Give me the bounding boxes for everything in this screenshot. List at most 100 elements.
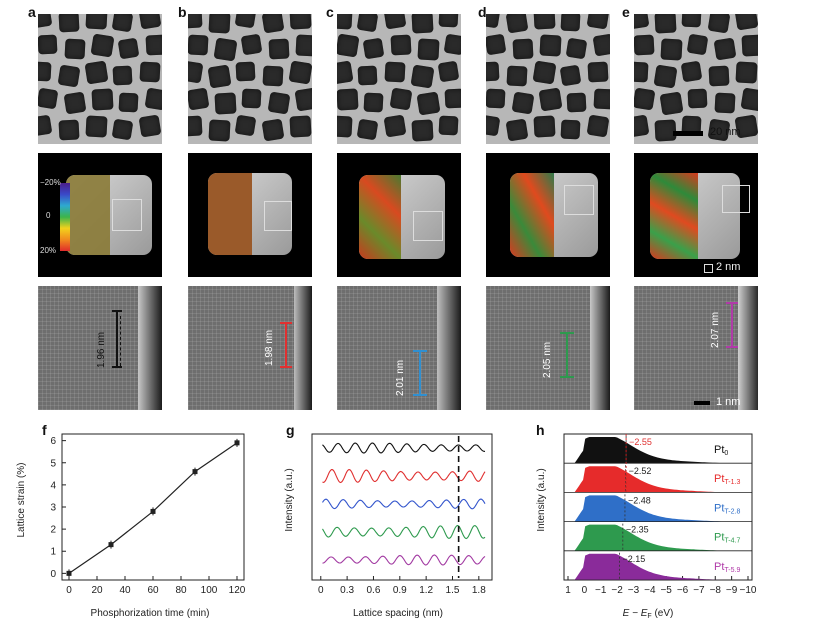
scale-label-tem: 20 nm bbox=[710, 126, 741, 138]
h-x-tick-label: −10 bbox=[740, 585, 757, 596]
chart-h: Intensity (a.u.) E − EF (eV) 1 0 −1 −2 −3 −4−… bbox=[536, 433, 757, 620]
lattice-label-b: 1.98 nm bbox=[264, 329, 275, 366]
g-x-tick-label: 1.8 bbox=[472, 585, 486, 596]
hrtem-image-a: 1.96 nm bbox=[38, 286, 162, 410]
h-x-tick-label: −8 bbox=[710, 585, 722, 596]
f-data-point bbox=[108, 542, 114, 548]
f-x-tick-label: 0 bbox=[66, 585, 72, 596]
hrtem-image-e: 2.07 nm bbox=[634, 286, 758, 410]
h-x-tick-label: −7 bbox=[693, 585, 705, 596]
g-x-axis-label: Lattice spacing (nm) bbox=[353, 608, 443, 619]
g-x-tick-label: 0.9 bbox=[393, 585, 407, 596]
panel-label-g: g bbox=[286, 422, 295, 438]
h-x-tick-label: 0 bbox=[582, 585, 588, 596]
h-dos-area-4 bbox=[574, 524, 745, 551]
h-x-axis-label: E − EF (eV) bbox=[623, 608, 674, 620]
colorbar-bottom-label: 20% bbox=[40, 246, 57, 255]
h-dos-area-1 bbox=[574, 437, 745, 464]
strain-map-d bbox=[486, 153, 610, 277]
f-x-tick-label: 80 bbox=[175, 585, 187, 596]
lattice-label-d: 2.05 nm bbox=[542, 341, 553, 378]
f-y-tick-label: 2 bbox=[50, 525, 56, 536]
g-profile-line-1 bbox=[322, 442, 486, 454]
h-x-tick-label: −2 bbox=[611, 585, 623, 596]
f-x-tick-label: 20 bbox=[91, 585, 103, 596]
f-x-tick-label: 60 bbox=[147, 585, 159, 596]
h-series-label-2: PtT-1.3 bbox=[714, 473, 740, 486]
f-x-tick-label: 100 bbox=[201, 585, 218, 596]
f-data-point bbox=[150, 508, 156, 514]
g-x-tick-label: 0.3 bbox=[340, 585, 354, 596]
h-x-tick-label: −3 bbox=[628, 585, 640, 596]
h-series-label-5: PtT-5.9 bbox=[714, 561, 740, 574]
f-data-point bbox=[66, 570, 72, 576]
tem-image-d bbox=[486, 14, 610, 144]
panel-label-d: d bbox=[478, 4, 487, 20]
chart-g: Intensity (a.u.) Lattice spacing (nm) 0 0… bbox=[284, 433, 493, 619]
colorbar-top-label: −20% bbox=[40, 178, 61, 187]
h-x-tick-label: −1 bbox=[595, 585, 607, 596]
f-y-tick-label: 3 bbox=[50, 503, 56, 514]
g-profile-line-3 bbox=[322, 498, 486, 510]
tem-image-e bbox=[634, 14, 758, 144]
scale-label-map: 2 nm bbox=[716, 261, 741, 273]
strain-map-a: −20% 0 20% bbox=[38, 153, 162, 277]
f-y-tick-label: 5 bbox=[50, 458, 56, 469]
h-dband-value-5: −2.15 bbox=[623, 554, 646, 564]
colorbar-mid-label: 0 bbox=[46, 211, 51, 220]
h-x-tick-label: −9 bbox=[726, 585, 738, 596]
panel-label-e: e bbox=[622, 4, 630, 20]
h-dband-value-2: −2.52 bbox=[629, 466, 652, 476]
tem-image-a bbox=[38, 14, 162, 144]
h-dos-area-5 bbox=[574, 553, 745, 580]
panel-label-b: b bbox=[178, 4, 187, 20]
f-x-axis-label: Phosphorization time (min) bbox=[91, 608, 210, 619]
panel-label-f: f bbox=[42, 422, 47, 438]
h-dband-value-3: −2.48 bbox=[628, 495, 651, 505]
f-y-tick-label: 0 bbox=[50, 569, 56, 580]
strain-map-b bbox=[188, 153, 312, 277]
f-y-tick-label: 1 bbox=[50, 547, 56, 558]
panel-label-c: c bbox=[326, 4, 334, 20]
strain-map-c bbox=[337, 153, 461, 277]
g-x-tick-label: 1.2 bbox=[419, 585, 433, 596]
h-dband-value-4: −2.35 bbox=[626, 525, 649, 535]
g-profile-line-4 bbox=[322, 524, 486, 540]
scale-bar-tem bbox=[673, 131, 703, 136]
h-dos-area-3 bbox=[574, 495, 745, 522]
f-x-tick-label: 40 bbox=[119, 585, 131, 596]
panel-label-h: h bbox=[536, 422, 545, 438]
chart-f: Lattice strain (%) Phosphorization time … bbox=[16, 433, 246, 619]
f-y-tick-label: 4 bbox=[50, 480, 56, 491]
hrtem-image-b: 1.98 nm bbox=[188, 286, 312, 410]
g-x-tick-label: 1.5 bbox=[446, 585, 460, 596]
g-axes-frame bbox=[311, 433, 493, 581]
g-y-axis-label: Intensity (a.u.) bbox=[284, 468, 295, 531]
h-x-tick-label: −6 bbox=[677, 585, 689, 596]
lattice-label-a: 1.96 nm bbox=[96, 331, 107, 368]
h-series-label-3: PtT-2.8 bbox=[714, 502, 740, 515]
lattice-label-c: 2.01 nm bbox=[395, 359, 406, 396]
f-axes-frame bbox=[61, 433, 245, 581]
h-series-label-1: Pt0 bbox=[714, 444, 728, 457]
h-x-tick-label: 1 bbox=[565, 585, 571, 596]
hrtem-image-d: 2.05 nm bbox=[486, 286, 610, 410]
panel-label-a: a bbox=[28, 4, 36, 20]
scale-bar-hr bbox=[694, 401, 710, 405]
g-profile-line-2 bbox=[322, 469, 486, 484]
h-dos-area-2 bbox=[574, 466, 745, 493]
h-series-label-4: PtT-4.7 bbox=[714, 532, 740, 545]
tem-image-b bbox=[188, 14, 312, 144]
strain-map-e: 2 nm bbox=[634, 153, 758, 277]
g-x-tick-label: 0.6 bbox=[367, 585, 381, 596]
g-profile-line-5 bbox=[322, 554, 486, 566]
h-x-tick-label: −5 bbox=[660, 585, 672, 596]
lattice-label-e: 2.07 nm bbox=[710, 311, 721, 348]
f-y-axis-label: Lattice strain (%) bbox=[16, 462, 27, 537]
g-x-tick-label: 0 bbox=[318, 585, 324, 596]
h-x-tick-label: −4 bbox=[644, 585, 656, 596]
f-data-point bbox=[192, 469, 198, 475]
scale-label-hr: 1 nm bbox=[716, 396, 741, 408]
h-dband-value-1: −2.55 bbox=[629, 437, 652, 447]
f-x-tick-label: 120 bbox=[229, 585, 246, 596]
